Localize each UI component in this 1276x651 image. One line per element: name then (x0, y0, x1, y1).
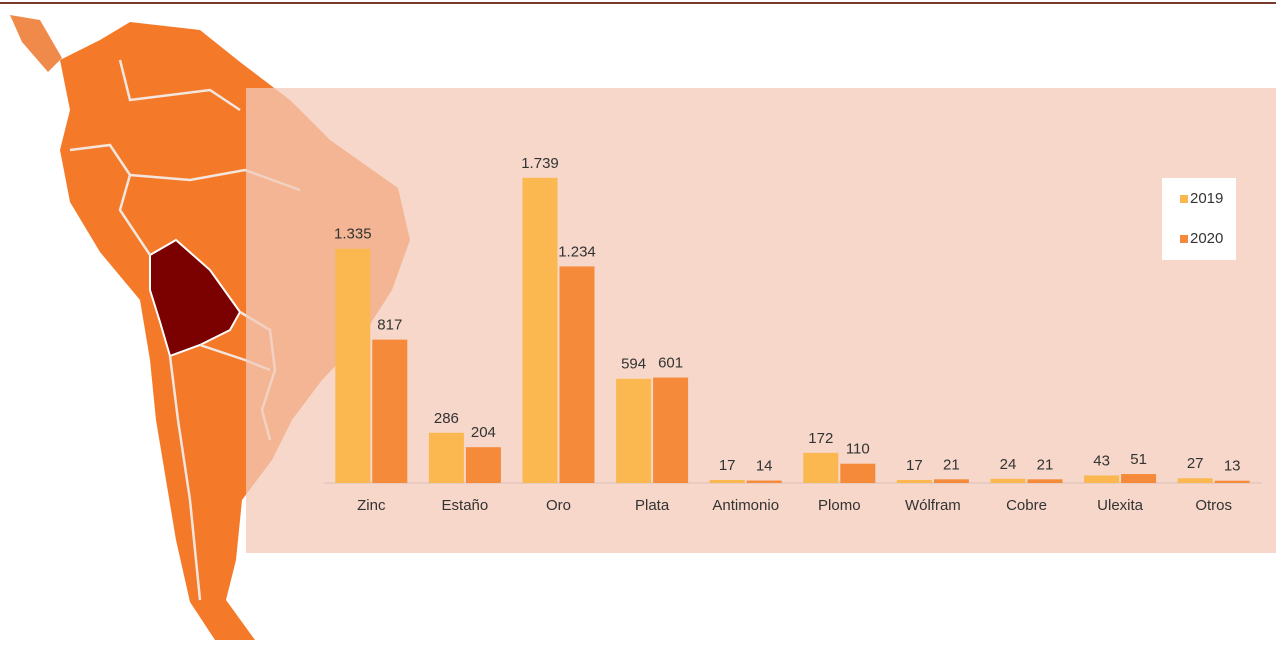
bar (653, 377, 689, 483)
bar (1027, 479, 1063, 483)
bar (1177, 478, 1213, 483)
bar (465, 447, 501, 483)
legend-label: 2019 (1190, 190, 1223, 207)
value-label: 17 (719, 457, 736, 474)
value-label: 172 (808, 430, 833, 447)
legend-label: 2020 (1190, 230, 1223, 247)
legend (1162, 178, 1236, 260)
value-label: 110 (846, 441, 870, 458)
value-label: 1.739 (521, 155, 559, 172)
central-america (10, 15, 62, 72)
legend-swatch (1180, 195, 1188, 203)
value-label: 13 (1224, 458, 1241, 475)
bar (840, 463, 876, 483)
bar (803, 452, 839, 483)
bar (709, 480, 745, 483)
value-label: 43 (1093, 452, 1110, 469)
value-label: 51 (1130, 451, 1147, 468)
legend-swatch (1180, 235, 1188, 243)
bolivia (149, 238, 242, 358)
value-label: 21 (943, 456, 960, 473)
top-rule (0, 2, 1276, 4)
x-tick-label: Ulexita (1097, 497, 1144, 514)
value-label: 601 (658, 354, 683, 371)
bar (559, 266, 595, 483)
value-label: 14 (756, 458, 773, 475)
x-tick-label: Plomo (818, 497, 861, 514)
bar (335, 248, 371, 483)
value-label: 24 (1000, 456, 1017, 473)
value-label: 286 (434, 410, 459, 427)
bar (746, 480, 782, 483)
value-label: 27 (1187, 455, 1204, 472)
value-label: 17 (906, 457, 923, 474)
value-label: 817 (377, 317, 402, 334)
bar (1121, 474, 1157, 483)
value-label: 21 (1037, 456, 1054, 473)
bar (372, 339, 408, 483)
value-label: 1.234 (558, 243, 596, 260)
bar (1084, 475, 1120, 483)
x-tick-label: Plata (635, 497, 670, 514)
bar (616, 378, 652, 483)
bar (522, 177, 558, 484)
bar (933, 479, 969, 483)
bar (1214, 480, 1250, 483)
x-tick-label: Wólfram (905, 497, 961, 514)
value-label: 1.335 (334, 226, 372, 243)
bar (428, 432, 464, 483)
x-tick-label: Oro (546, 497, 571, 514)
x-tick-label: Cobre (1006, 497, 1047, 514)
value-label: 204 (471, 424, 496, 441)
x-tick-label: Otros (1195, 497, 1232, 514)
bar (990, 478, 1026, 483)
x-tick-label: Zinc (357, 497, 386, 514)
value-label: 594 (621, 356, 646, 373)
bar (896, 480, 932, 483)
x-tick-label: Antimonio (712, 497, 779, 514)
x-tick-label: Estaño (442, 497, 489, 514)
